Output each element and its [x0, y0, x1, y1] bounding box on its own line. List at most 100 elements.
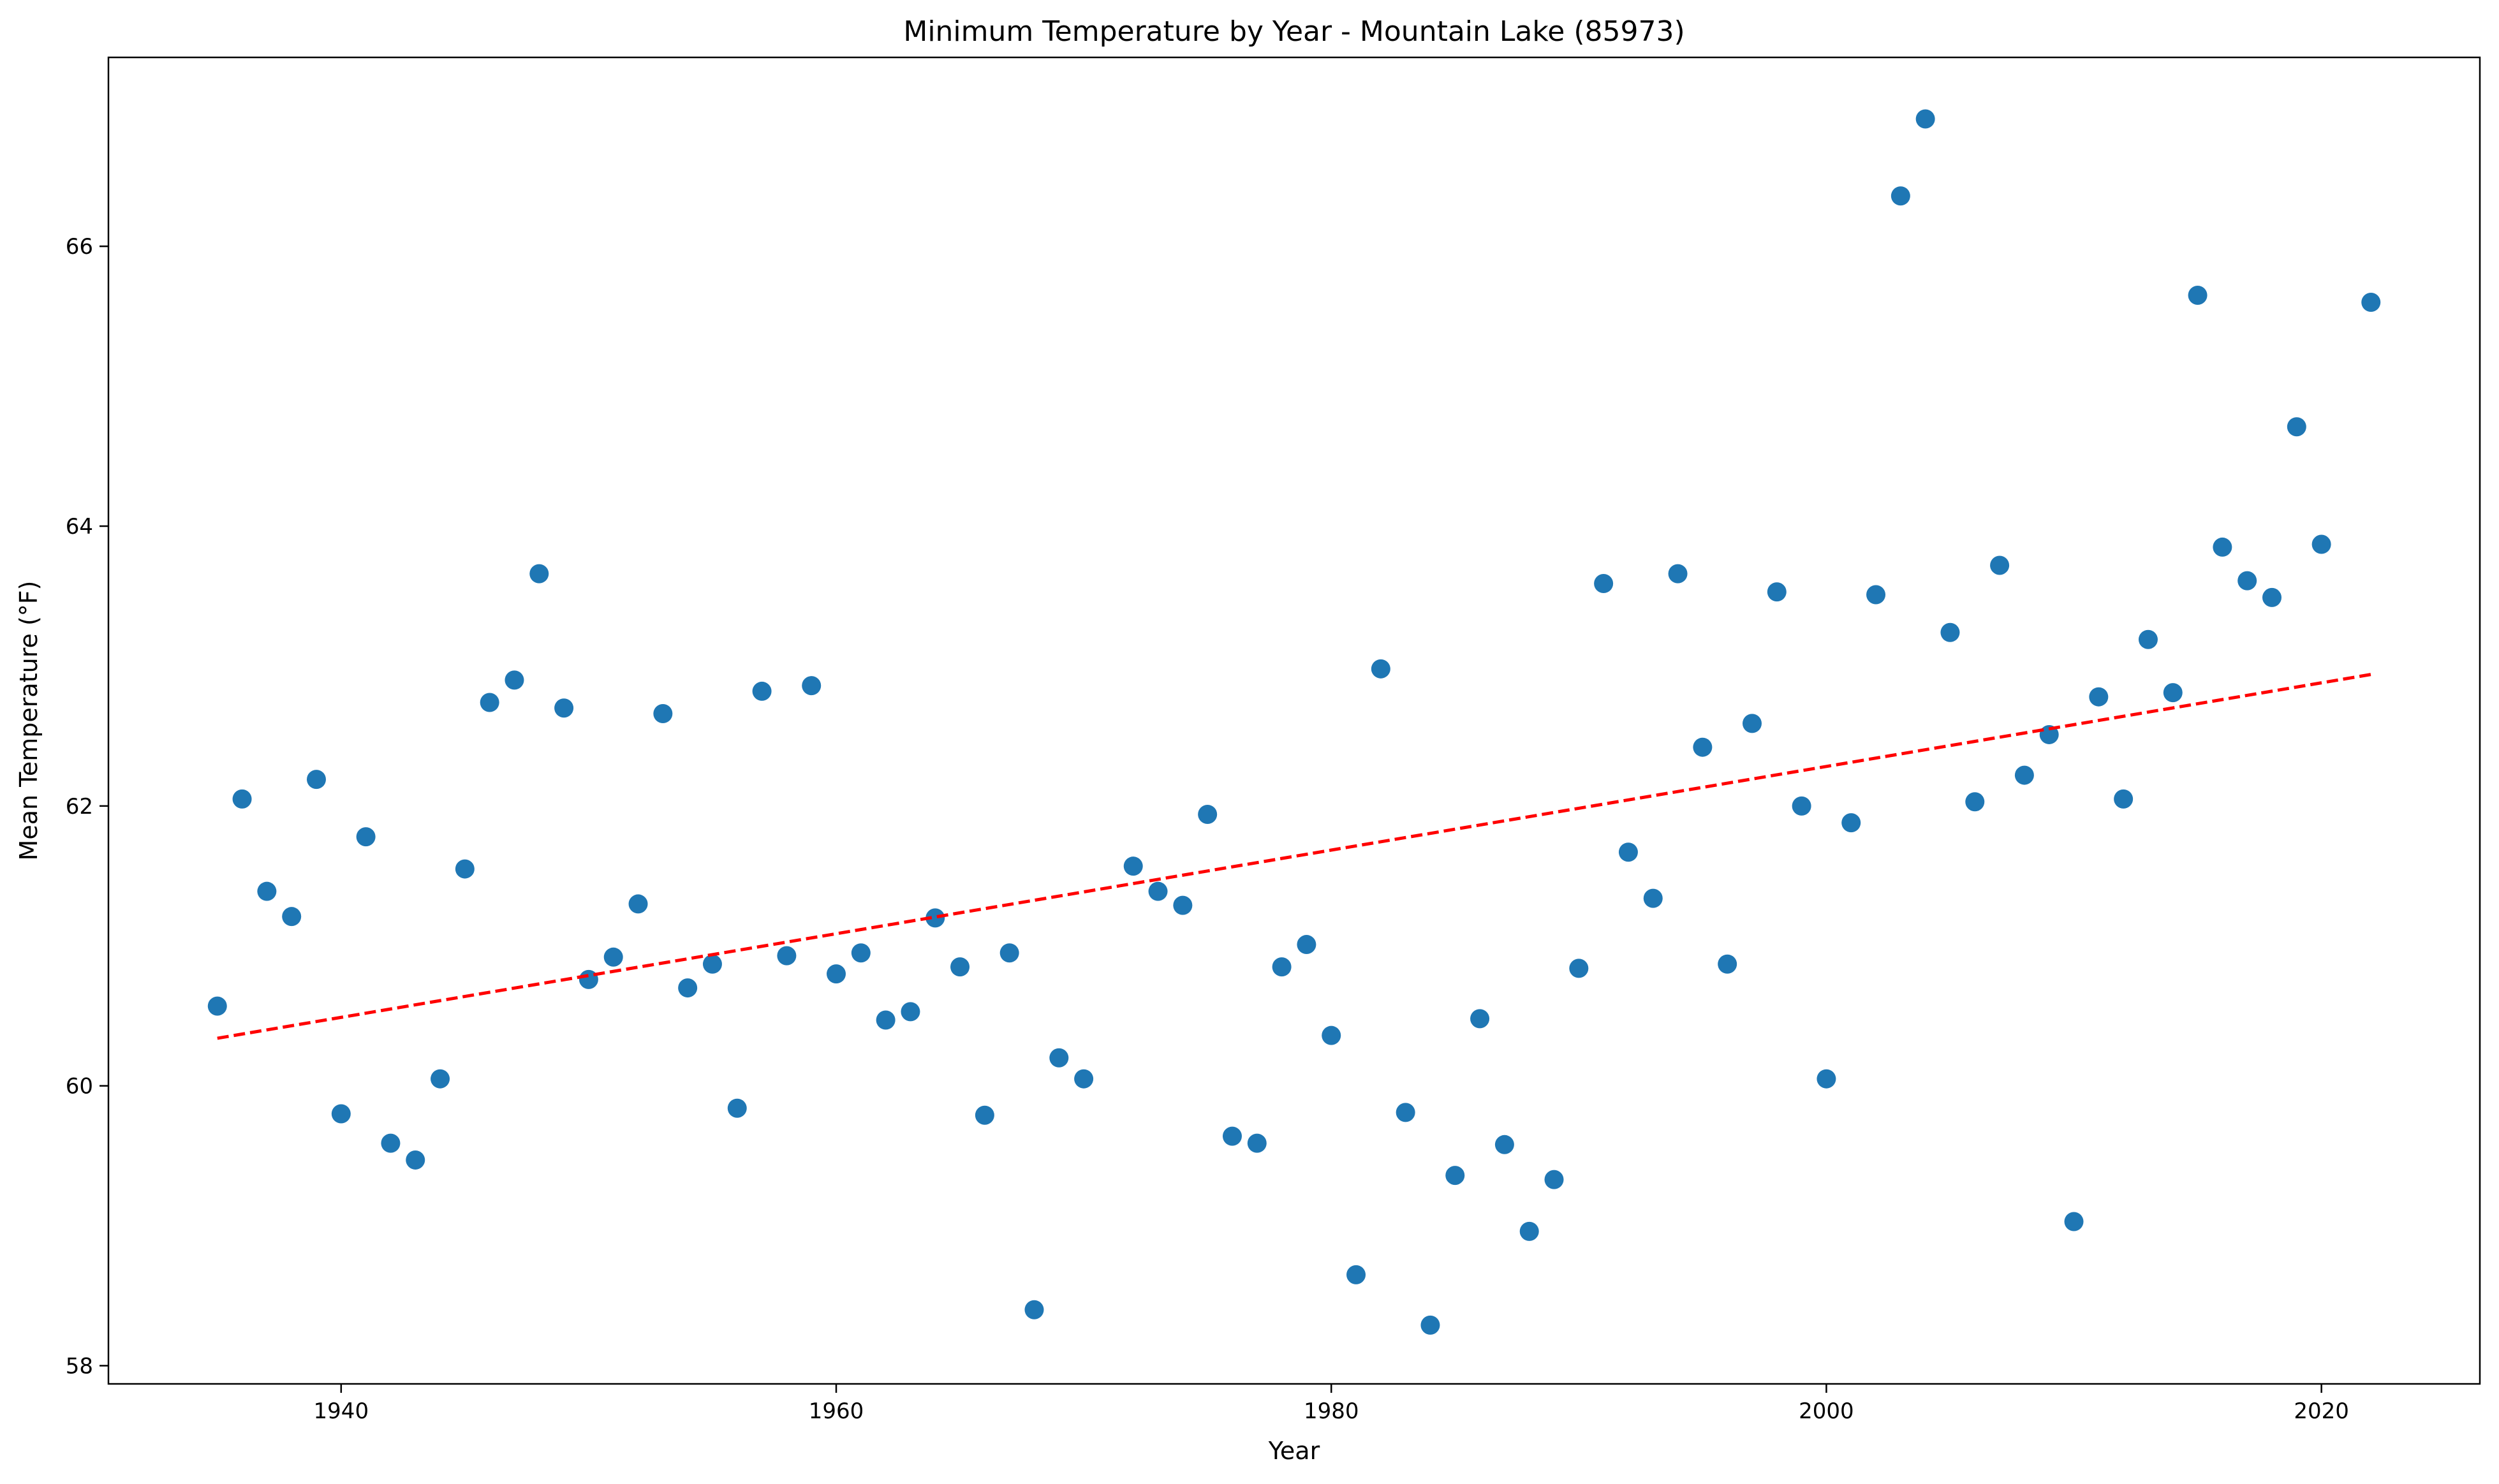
data-point: [1965, 792, 1985, 812]
data-point: [1817, 1069, 1836, 1089]
data-point: [1346, 1265, 1366, 1284]
data-point: [1247, 1133, 1267, 1153]
y-tick-label: 64: [66, 514, 93, 540]
data-point: [653, 704, 673, 724]
scatter-points: [207, 109, 2381, 1335]
data-point: [999, 943, 1019, 963]
data-point: [2311, 534, 2331, 554]
y-tick-label: 62: [66, 794, 93, 819]
data-point: [2287, 417, 2306, 437]
data-point: [1891, 186, 1910, 206]
data-point: [1643, 888, 1663, 908]
data-point: [2163, 683, 2183, 703]
data-point: [1618, 842, 1638, 862]
data-point: [950, 957, 970, 977]
x-tick-label: 1980: [1304, 1399, 1359, 1424]
data-point: [1024, 1300, 1044, 1319]
data-point: [2089, 687, 2109, 707]
data-point: [2262, 587, 2282, 607]
data-point: [777, 946, 797, 966]
data-point: [1594, 573, 1614, 593]
data-point: [282, 907, 302, 927]
data-point: [925, 908, 945, 928]
data-point: [1718, 954, 1737, 974]
data-point: [2114, 789, 2134, 809]
data-point: [381, 1133, 401, 1153]
data-point: [1420, 1315, 1440, 1335]
data-point: [331, 1104, 351, 1124]
data-point: [1445, 1166, 1465, 1186]
data-point: [1148, 881, 1168, 901]
data-point: [1742, 714, 1762, 733]
data-point: [232, 789, 252, 809]
data-point: [802, 676, 822, 696]
data-point: [1668, 564, 1688, 584]
data-point: [207, 996, 227, 1016]
data-point: [307, 770, 327, 790]
data-point: [727, 1098, 747, 1118]
data-point: [2213, 537, 2232, 557]
data-point: [1371, 659, 1390, 679]
data-point: [1841, 813, 1861, 833]
data-point: [455, 859, 475, 879]
y-axis-label: Mean Temperature (°F): [15, 581, 43, 861]
data-point: [1074, 1069, 1094, 1089]
data-point: [678, 978, 698, 998]
data-point: [1940, 622, 1960, 642]
data-point: [2361, 292, 2381, 312]
data-point: [827, 964, 846, 984]
data-point: [1198, 805, 1218, 825]
data-point: [851, 943, 871, 963]
data-point: [876, 1010, 896, 1030]
data-point: [752, 681, 772, 701]
data-point: [1519, 1221, 1539, 1241]
data-point: [257, 881, 277, 901]
data-point: [1470, 1009, 1490, 1029]
data-point: [2014, 765, 2034, 785]
data-point: [603, 947, 623, 967]
data-point: [2039, 724, 2059, 744]
data-point: [1915, 109, 1935, 129]
y-tick-label: 60: [66, 1074, 93, 1099]
data-point: [1767, 582, 1787, 602]
data-point: [1866, 585, 1886, 605]
data-point: [2237, 571, 2257, 591]
data-point: [1569, 959, 1589, 978]
data-point: [480, 693, 499, 712]
data-point: [505, 670, 524, 690]
data-point: [554, 698, 574, 718]
data-point: [975, 1105, 994, 1125]
data-point: [1049, 1048, 1069, 1068]
y-tick-label: 58: [66, 1353, 93, 1379]
chart-title: Minimum Temperature by Year - Mountain L…: [903, 15, 1684, 48]
data-point: [901, 1002, 920, 1022]
data-point: [529, 564, 549, 584]
data-point: [406, 1150, 425, 1170]
data-point: [702, 954, 722, 974]
data-point: [1693, 737, 1713, 757]
x-axis-label: Year: [1268, 1437, 1320, 1465]
x-tick-label: 2000: [1799, 1399, 1854, 1424]
data-point: [431, 1069, 450, 1089]
data-point: [1272, 957, 1292, 977]
data-point: [1222, 1126, 1242, 1146]
axis-ticks: 1940 1960 1980 2000 2020 58 60 62 64 66: [66, 234, 2349, 1424]
data-point: [1297, 935, 1316, 955]
data-point: [1494, 1135, 1514, 1154]
data-point: [1396, 1103, 1415, 1122]
data-point: [1322, 1025, 1341, 1045]
data-point: [1792, 796, 1811, 816]
data-point: [1990, 555, 2010, 575]
data-point: [1173, 895, 1193, 915]
y-tick-label: 66: [66, 234, 93, 260]
x-tick-label: 1960: [809, 1399, 864, 1424]
data-point: [2188, 285, 2208, 305]
plot-frame: [107, 56, 2481, 1385]
data-point: [2138, 629, 2158, 649]
data-point: [628, 894, 648, 914]
x-tick-label: 2020: [2294, 1399, 2349, 1424]
data-point: [2064, 1212, 2084, 1231]
data-point: [1544, 1170, 1564, 1189]
